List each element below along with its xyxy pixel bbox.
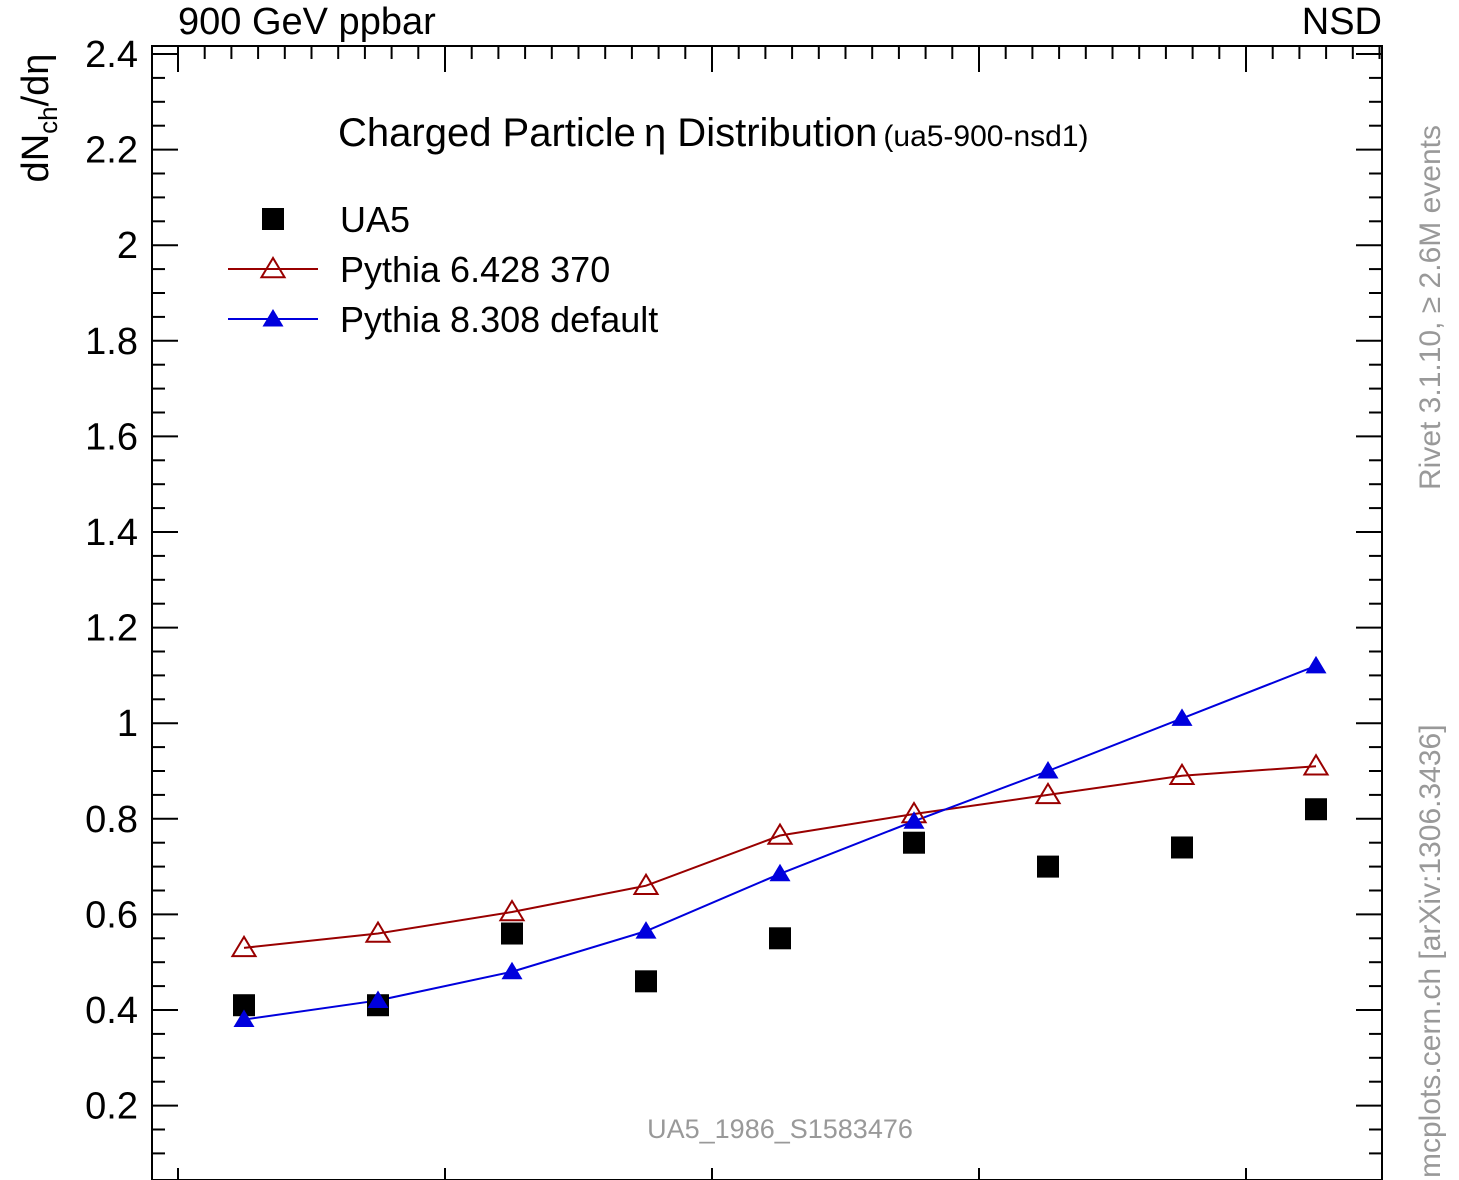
legend-label: Pythia 8.308 default (340, 299, 658, 340)
legend-marker (259, 256, 287, 279)
y-tick-label: 2.4 (85, 34, 138, 76)
data-point-series-1 (766, 822, 794, 845)
data-point-series-1 (364, 920, 392, 943)
legend-marker (262, 309, 284, 327)
series-line-1 (243, 765, 1317, 949)
chart-title-symbol: η (644, 111, 666, 155)
x-axis-ticks (177, 46, 1381, 1180)
y-axis-label: dNch/dη (15, 54, 63, 183)
y-tick-label: 2.2 (85, 130, 138, 172)
data-point-series-2 (769, 863, 791, 882)
y-axis-label-rest: /dη (15, 54, 57, 107)
data-point-series-0 (1305, 798, 1327, 821)
y-axis-ticks (152, 53, 1382, 1155)
mcplots-label: mcplots.cern.ch [arXiv:1306.3436] (1414, 724, 1447, 1178)
data-point-series-0 (635, 970, 657, 993)
data-point-series-0 (233, 994, 255, 1017)
y-tick-label: 0.6 (85, 894, 138, 936)
legend-label: UA5 (340, 199, 410, 240)
data-point-series-0 (1171, 836, 1193, 859)
chart-title-main: Charged Particle (338, 111, 636, 155)
chart-title: Charged Particle η Distribution (ua5-900-n… (338, 111, 1089, 155)
data-point-series-1 (1034, 781, 1062, 805)
data-point-series-2 (635, 921, 657, 939)
plot-frame (151, 45, 1383, 1180)
y-tick-label: 0.2 (85, 1086, 138, 1128)
data-point-series-2 (501, 961, 523, 980)
data-point-series-2 (1037, 761, 1059, 779)
legend-label: Pythia 6.428 370 (340, 249, 610, 290)
y-tick-label: 1 (117, 703, 138, 745)
legend-marker (262, 208, 284, 230)
y-tick-label: 2 (117, 225, 138, 267)
data-point-series-0 (501, 922, 523, 945)
series-markers (230, 655, 1330, 1028)
data-point-series-0 (903, 831, 925, 854)
data-point-series-1 (1168, 762, 1196, 786)
watermark: UA5_1986_S1583476 (647, 1114, 913, 1144)
data-point-series-0 (769, 927, 791, 950)
y-tick-label: 1.2 (85, 608, 138, 650)
data-point-series-2 (903, 811, 925, 829)
y-axis-tick-labels: 0.2 0.4 0.6 0.8 1 1.2 1.4 1.6 1.8 2 2.2 2.4 (85, 34, 138, 1128)
data-point-series-1 (632, 872, 660, 895)
chart-subtitle: (ua5-900-nsd1) (883, 120, 1088, 153)
y-axis-label-sub: ch (33, 106, 63, 133)
header-right: NSD (1302, 1, 1382, 43)
rivet-label: Rivet 3.1.10, ≥ 2.6M events (1414, 125, 1447, 490)
data-point-series-0 (1037, 855, 1059, 878)
data-point-series-1 (1302, 753, 1330, 776)
data-point-series-2 (1171, 708, 1193, 726)
header-left: 900 GeV ppbar (178, 1, 436, 43)
chart-title-rest: Distribution (666, 111, 877, 155)
data-point-series-1 (498, 899, 526, 922)
y-tick-label: 1.6 (85, 416, 138, 458)
legend: UA5 Pythia 6.428 370 Pythia 8.308 default (228, 199, 658, 340)
y-tick-label: 1.4 (85, 512, 138, 554)
data-point-series-2 (367, 990, 389, 1008)
y-axis-label-main: dN (15, 134, 57, 183)
y-tick-label: 1.8 (85, 321, 138, 363)
y-tick-label: 0.4 (85, 990, 138, 1032)
data-point-series-1 (230, 934, 258, 958)
y-tick-label: 0.8 (85, 799, 138, 841)
data-point-series-2 (233, 1009, 255, 1028)
data-point-series-2 (1305, 655, 1327, 674)
